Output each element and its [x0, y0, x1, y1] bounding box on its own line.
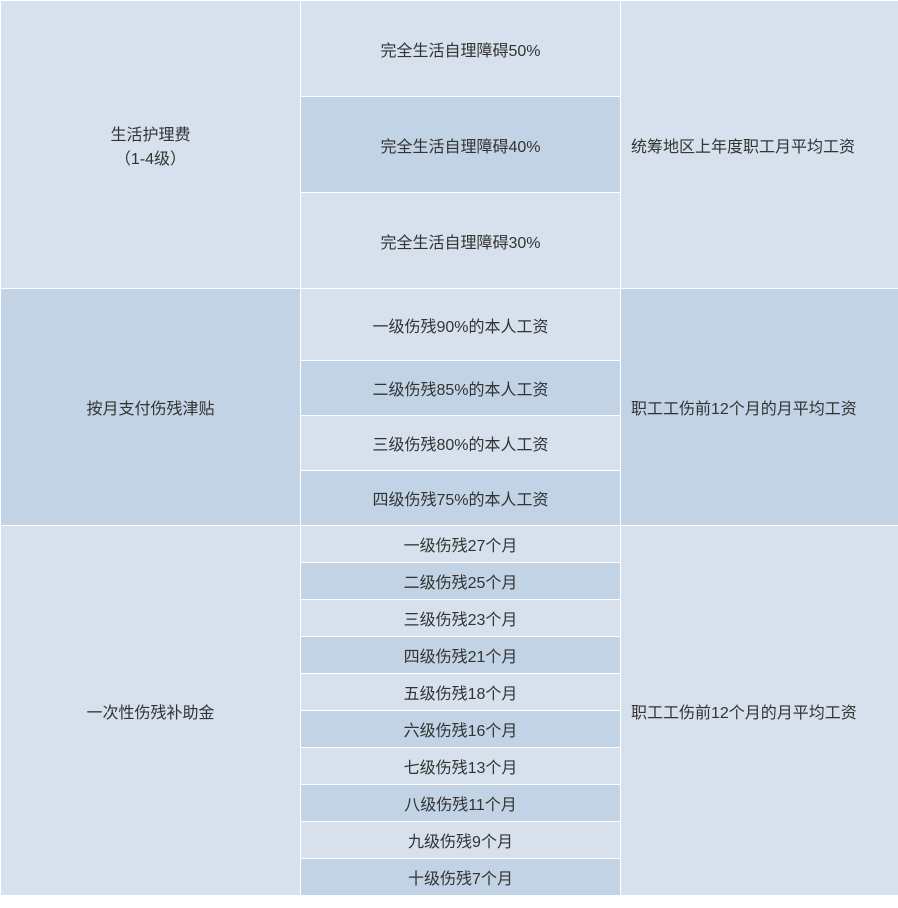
category-line2: （1-4级） — [11, 145, 290, 169]
category-line1: 生活护理费 — [110, 127, 190, 144]
category-cell-lumpsum: 一次性伤残补助金 — [1, 526, 301, 896]
detail-cell: 八级伤残11个月 — [301, 785, 621, 822]
detail-cell: 六级伤残16个月 — [301, 711, 621, 748]
detail-cell: 五级伤残18个月 — [301, 674, 621, 711]
detail-cell: 七级伤残13个月 — [301, 748, 621, 785]
basis-cell-nursing: 统筹地区上年度职工月平均工资 — [621, 1, 898, 289]
category-cell-nursing: 生活护理费 （1-4级） — [1, 1, 301, 289]
detail-text: 四级伤残75%的本人工资 — [372, 492, 548, 509]
detail-cell: 二级伤残85%的本人工资 — [301, 361, 621, 416]
detail-cell: 二级伤残25个月 — [301, 563, 621, 600]
detail-text: 四级伤残21个月 — [404, 649, 518, 666]
basis-cell-lumpsum: 职工工伤前12个月的月平均工资 — [621, 526, 898, 896]
detail-cell: 三级伤残23个月 — [301, 600, 621, 637]
table-body: 生活护理费 （1-4级） 完全生活自理障碍50% 统筹地区上年度职工月平均工资 … — [1, 1, 898, 896]
basis-text: 职工工伤前12个月的月平均工资 — [631, 705, 857, 722]
detail-cell: 一级伤残90%的本人工资 — [301, 289, 621, 361]
detail-cell: 四级伤残21个月 — [301, 637, 621, 674]
detail-cell: 一级伤残27个月 — [301, 526, 621, 563]
compensation-table: 生活护理费 （1-4级） 完全生活自理障碍50% 统筹地区上年度职工月平均工资 … — [0, 0, 898, 896]
table-row: 按月支付伤残津贴 一级伤残90%的本人工资 职工工伤前12个月的月平均工资 — [1, 289, 898, 361]
detail-cell: 完全生活自理障碍50% — [301, 1, 621, 97]
detail-text: 八级伤残11个月 — [404, 797, 517, 814]
detail-cell: 三级伤残80%的本人工资 — [301, 416, 621, 471]
basis-cell-allowance: 职工工伤前12个月的月平均工资 — [621, 289, 898, 526]
detail-text: 三级伤残23个月 — [404, 612, 518, 629]
detail-cell: 四级伤残75%的本人工资 — [301, 471, 621, 526]
detail-text: 三级伤残80%的本人工资 — [372, 437, 548, 454]
detail-text: 完全生活自理障碍50% — [380, 43, 540, 60]
table-row: 一次性伤残补助金 一级伤残27个月 职工工伤前12个月的月平均工资 — [1, 526, 898, 563]
detail-text: 六级伤残16个月 — [404, 723, 518, 740]
basis-text: 职工工伤前12个月的月平均工资 — [631, 401, 857, 418]
detail-cell: 十级伤残7个月 — [301, 859, 621, 896]
detail-text: 二级伤残85%的本人工资 — [372, 382, 548, 399]
detail-text: 五级伤残18个月 — [404, 686, 518, 703]
category-line1: 按月支付伤残津贴 — [86, 401, 214, 418]
detail-text: 十级伤残7个月 — [408, 871, 513, 888]
detail-text: 九级伤残9个月 — [408, 834, 513, 851]
category-cell-allowance: 按月支付伤残津贴 — [1, 289, 301, 526]
basis-text: 统筹地区上年度职工月平均工资 — [631, 139, 855, 156]
detail-cell: 完全生活自理障碍40% — [301, 97, 621, 193]
detail-text: 一级伤残27个月 — [404, 538, 518, 555]
table-row: 生活护理费 （1-4级） 完全生活自理障碍50% 统筹地区上年度职工月平均工资 — [1, 1, 898, 97]
detail-cell: 完全生活自理障碍30% — [301, 193, 621, 289]
detail-cell: 九级伤残9个月 — [301, 822, 621, 859]
category-line1: 一次性伤残补助金 — [86, 705, 214, 722]
detail-text: 二级伤残25个月 — [404, 575, 518, 592]
detail-text: 七级伤残13个月 — [404, 760, 518, 777]
detail-text: 一级伤残90%的本人工资 — [372, 319, 548, 336]
detail-text: 完全生活自理障碍40% — [380, 139, 540, 156]
detail-text: 完全生活自理障碍30% — [380, 235, 540, 252]
